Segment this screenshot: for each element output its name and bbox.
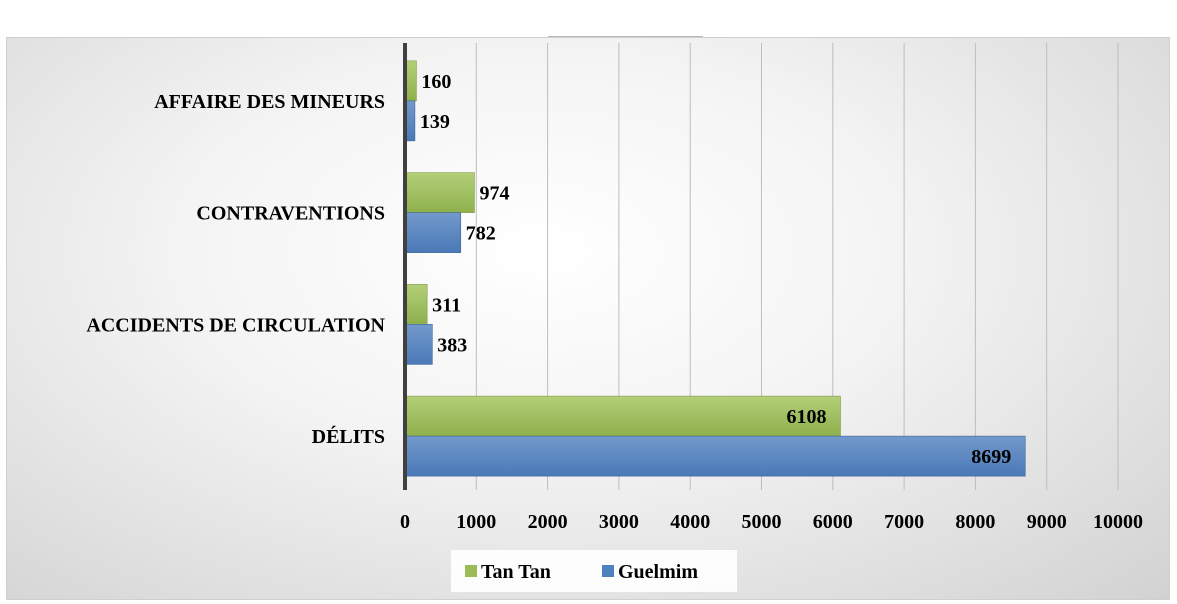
x-tick-label: 8000 (955, 511, 995, 533)
x-tick-label: 2000 (528, 511, 568, 533)
bar-tan-tan (404, 395, 841, 437)
x-tick-label: 3000 (599, 511, 639, 533)
chart-area (6, 37, 1170, 600)
bar-tan-tan (404, 284, 428, 325)
x-tick-label: 6000 (813, 511, 853, 533)
category-label: ACCIDENTS DE CIRCULATION (86, 314, 385, 336)
data-label: 782 (466, 223, 496, 245)
data-label: 383 (437, 334, 467, 356)
data-label: 974 (479, 183, 509, 205)
legend: Tan Tan Guelmim (451, 550, 737, 592)
legend-label: Guelmim (618, 561, 698, 583)
category-label: DÉLITS (312, 425, 385, 448)
legend-swatch-tan-tan (465, 565, 477, 577)
x-tick-label: 9000 (1027, 511, 1067, 533)
value-axis: 0 1000 2000 3000 4000 5000 6000 7000 8000 9000 100… (400, 43, 1143, 533)
category-axis: AFFAIRE DES MINEURS CONTRAVENTIONS ACCIDEN… (86, 91, 385, 448)
data-label: 6108 (787, 406, 827, 428)
data-label: 8699 (971, 446, 1011, 468)
legend-label: Tan Tan (481, 561, 551, 583)
data-label: 160 (421, 71, 451, 93)
category-label: AFFAIRE DES MINEURS (154, 91, 385, 113)
data-label: 139 (420, 111, 450, 133)
x-tick-label: 0 (400, 511, 410, 533)
bar-guelmim (404, 212, 462, 253)
x-tick-label: 4000 (670, 511, 710, 533)
bar-tan-tan (404, 172, 475, 213)
bar-guelmim (404, 324, 433, 365)
x-tick-label: 5000 (742, 511, 782, 533)
legend-swatch-guelmim (602, 565, 614, 577)
legend-box (451, 550, 737, 592)
category-label: CONTRAVENTIONS (196, 203, 385, 225)
x-tick-label: 1000 (456, 511, 496, 533)
x-tick-label: 10000 (1093, 511, 1143, 533)
x-tick-label: 7000 (884, 511, 924, 533)
data-label: 311 (432, 294, 461, 316)
bar-guelmim (404, 435, 1026, 477)
chart-title-placeholder (548, 0, 703, 37)
bars: 160 139 974 782 311 383 6108 8699 (404, 60, 1026, 477)
